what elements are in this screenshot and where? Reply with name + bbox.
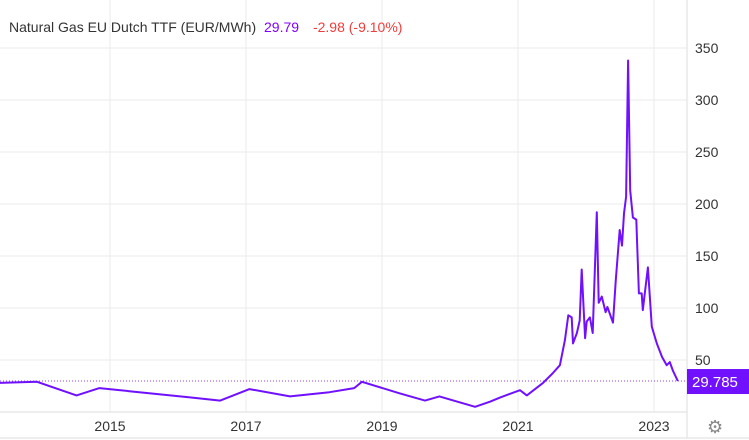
current-price-label: 29.785 xyxy=(692,374,738,391)
y-tick-label: 350 xyxy=(695,40,719,56)
y-tick-label: 100 xyxy=(695,300,719,316)
last-price: 29.79 xyxy=(264,19,300,35)
y-tick-label: 150 xyxy=(695,248,719,264)
price-line xyxy=(0,59,679,408)
y-tick-label: 50 xyxy=(695,352,711,368)
y-tick-label: 200 xyxy=(695,196,719,212)
chart-header: Natural Gas EU Dutch TTF (EUR/MWh) 29.79… xyxy=(9,19,402,35)
x-tick-label: 2023 xyxy=(638,418,669,434)
x-tick-label: 2019 xyxy=(366,418,397,434)
current-price-box xyxy=(687,369,749,395)
y-tick-label: 300 xyxy=(695,92,719,108)
x-tick-label: 2017 xyxy=(230,418,261,434)
price-change: -2.98 (-9.10%) xyxy=(312,19,403,35)
x-tick-label: 2021 xyxy=(502,418,533,434)
x-tick-label: 2015 xyxy=(94,418,125,434)
y-tick-label: 250 xyxy=(695,144,719,160)
instrument-name: Natural Gas EU Dutch TTF (EUR/MWh) xyxy=(9,19,257,35)
gear-icon[interactable]: ⚙ xyxy=(707,417,724,437)
